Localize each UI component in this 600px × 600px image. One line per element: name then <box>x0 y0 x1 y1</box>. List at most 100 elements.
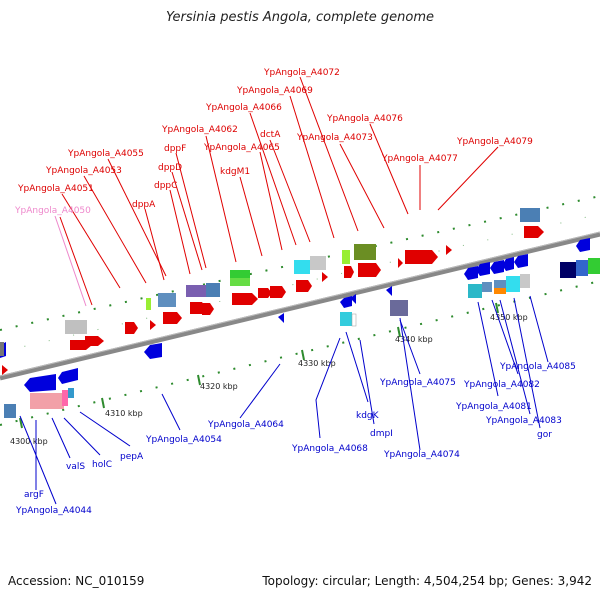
feature-box[interactable] <box>354 244 376 260</box>
gene-arrow[interactable] <box>340 296 352 308</box>
gene-arrow[interactable] <box>446 245 452 255</box>
gene-label[interactable]: holC <box>92 460 112 470</box>
gene-arrow[interactable] <box>344 266 354 278</box>
gene-arrow[interactable] <box>2 365 8 375</box>
gene-label[interactable]: YpAngola_A4079 <box>456 137 533 147</box>
gene-arrow[interactable] <box>524 226 544 238</box>
feature-box[interactable] <box>390 300 408 316</box>
feature-box[interactable] <box>158 293 176 307</box>
gene-arrow[interactable] <box>258 288 272 298</box>
gene-arrow[interactable] <box>490 260 504 274</box>
feature-box[interactable] <box>146 298 151 310</box>
gene-arrow[interactable] <box>476 262 490 276</box>
genome-backbone-highlight <box>0 231 600 377</box>
gene-arrow[interactable] <box>163 312 182 324</box>
feature-box[interactable] <box>65 320 87 334</box>
feature-box[interactable] <box>68 388 74 398</box>
gene-label[interactable]: YpAngola_A4085 <box>499 362 576 372</box>
gene-arrow[interactable] <box>386 286 392 296</box>
gene-arrow[interactable] <box>398 258 403 268</box>
upper-labels: YpAngola_A4050 YpAngola_A4051 YpAngola_A… <box>14 68 533 216</box>
gene-arrow[interactable] <box>125 322 138 334</box>
gene-label[interactable]: YpAngola_A4064 <box>207 420 284 430</box>
gene-label[interactable]: dmpI <box>370 429 393 439</box>
gene-label[interactable]: YpAngola_A4074 <box>383 450 460 460</box>
feature-box[interactable] <box>294 260 310 274</box>
feature-box[interactable] <box>506 276 520 292</box>
feature-box[interactable] <box>206 283 220 297</box>
gene-arrow[interactable] <box>58 370 70 384</box>
gene-label[interactable]: dctA <box>260 130 281 140</box>
feature-box[interactable] <box>62 390 68 406</box>
gene-arrow[interactable] <box>144 343 162 359</box>
feature-box[interactable] <box>230 270 250 278</box>
feature-box[interactable] <box>520 208 540 222</box>
gene-arrow[interactable] <box>202 303 214 315</box>
gene-label[interactable]: gor <box>537 430 552 440</box>
scale-label: 4320 kbp <box>200 382 238 391</box>
gene-label[interactable]: dppA <box>132 200 156 210</box>
gene-label[interactable]: argF <box>24 490 44 500</box>
gene-label[interactable]: YpAngola_A4054 <box>145 435 222 445</box>
feature-box[interactable] <box>588 258 600 274</box>
gene-label[interactable]: kdgM1 <box>220 167 250 177</box>
gene-arrow[interactable] <box>232 293 258 305</box>
gene-arrow[interactable] <box>322 272 328 282</box>
gene-arrow[interactable] <box>24 374 56 392</box>
gene-arrow[interactable] <box>502 257 514 271</box>
feature-box[interactable] <box>230 278 250 286</box>
gene-label[interactable]: YpAngola_A4082 <box>463 380 540 390</box>
feature-box[interactable] <box>494 280 506 288</box>
feature-box[interactable] <box>494 288 506 294</box>
feature-box[interactable] <box>351 313 357 327</box>
gene-arrow[interactable] <box>405 250 438 264</box>
gene-arrow[interactable] <box>350 294 356 304</box>
gene-label[interactable]: YpAngola_A4066 <box>205 103 282 113</box>
feature-box[interactable] <box>30 393 64 409</box>
gene-label[interactable]: YpAngola_A4065 <box>203 143 280 153</box>
gene-arrow[interactable] <box>270 286 286 298</box>
gene-label[interactable]: pepA <box>120 452 144 462</box>
feature-box[interactable] <box>576 260 588 276</box>
gene-arrow[interactable] <box>358 263 381 277</box>
gene-label[interactable]: valS <box>66 462 85 472</box>
feature-box[interactable] <box>468 284 482 298</box>
feature-box[interactable] <box>4 404 16 418</box>
gene-label[interactable]: dppD <box>158 163 182 173</box>
gene-label[interactable]: YpAngola_A4083 <box>485 416 562 426</box>
gene-label[interactable]: YpAngola_A4053 <box>45 166 122 176</box>
gene-arrow[interactable] <box>85 336 104 346</box>
gene-arrow[interactable] <box>576 238 590 252</box>
gene-arrow[interactable] <box>464 266 478 280</box>
gene-arrow[interactable] <box>514 254 528 268</box>
gene-label[interactable]: YpAngola_A4077 <box>381 154 458 164</box>
gene-label[interactable]: YpAngola_A4055 <box>67 149 144 159</box>
gene-label[interactable]: YpAngola_A4051 <box>17 184 94 194</box>
gene-arrow[interactable] <box>66 368 78 382</box>
gene-arrow[interactable] <box>296 280 312 292</box>
gene-label[interactable]: YpAngola_A4072 <box>263 68 340 78</box>
gene-label[interactable]: YpAngola_A4075 <box>379 378 456 388</box>
gene-label[interactable]: dppF <box>164 144 186 154</box>
gene-arrow[interactable] <box>278 313 284 323</box>
feature-box[interactable] <box>520 274 530 288</box>
gene-label[interactable]: dppC <box>154 181 177 191</box>
gene-label[interactable]: YpAngola_A4050 <box>14 206 91 216</box>
gene-label[interactable]: YpAngola_A4044 <box>15 506 92 516</box>
gene-label[interactable]: YpAngola_A4068 <box>291 444 368 454</box>
feature-box[interactable] <box>340 312 352 326</box>
gene-label[interactable]: YpAngola_A4081 <box>455 402 532 412</box>
gene-label[interactable]: YpAngola_A4073 <box>296 133 373 143</box>
feature-box[interactable] <box>342 250 350 264</box>
feature-box[interactable] <box>186 285 206 297</box>
feature-box[interactable] <box>310 256 326 270</box>
gene-label[interactable]: YpAngola_A4076 <box>326 114 403 124</box>
feature-box[interactable] <box>482 282 492 292</box>
gene-label[interactable]: YpAngola_A4062 <box>161 125 238 135</box>
feature-box[interactable] <box>0 342 4 356</box>
gene-label[interactable]: kdgK <box>356 411 380 421</box>
feature-box[interactable] <box>560 262 576 278</box>
gene-arrow[interactable] <box>150 320 156 330</box>
gene-label[interactable]: YpAngola_A4069 <box>236 86 313 96</box>
genome-title: Yersinia pestis Angola, complete genome <box>166 10 434 25</box>
